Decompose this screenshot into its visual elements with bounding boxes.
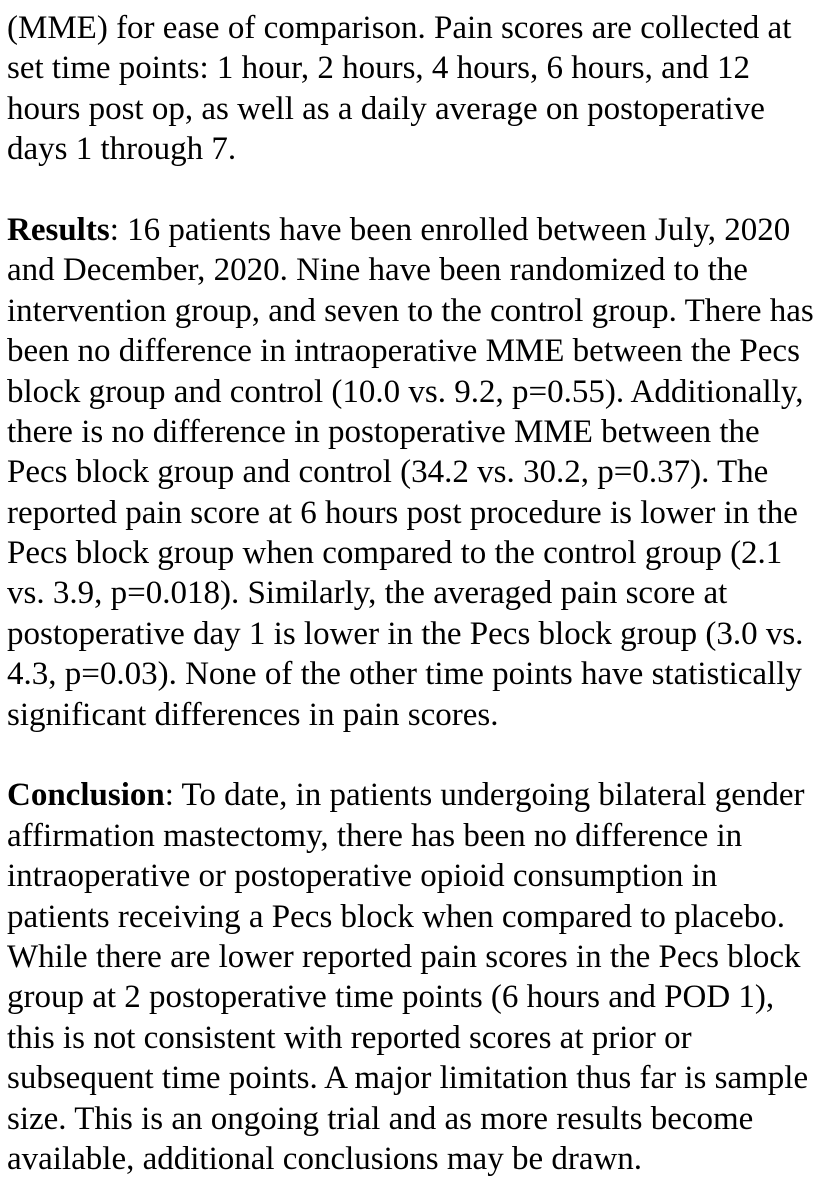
text-line: Pecs block group and control (34.2 vs. 3…: [7, 454, 769, 491]
text-line: days 1 through 7.: [7, 131, 237, 168]
text-line: group at 2 postoperative time points (6 …: [7, 979, 775, 1016]
text-line: significant differences in pain scores.: [7, 696, 499, 733]
text-line: this is not consistent with reported sco…: [7, 1019, 692, 1056]
blank-line: [7, 735, 827, 775]
section-heading: Results: [7, 211, 110, 248]
text-line: block group and control (10.0 vs. 9.2, p…: [7, 373, 804, 410]
text-line: hours post op, as well as a daily averag…: [7, 90, 765, 127]
text-line: set time points: 1 hour, 2 hours, 4 hour…: [7, 50, 750, 87]
text-line: been no difference in intraoperative MME…: [7, 333, 800, 370]
text-line: affirmation mastectomy, there has been n…: [7, 817, 743, 854]
text-line: postoperative day 1 is lower in the Pecs…: [7, 615, 804, 652]
text-line: there is no difference in postoperative …: [7, 413, 760, 450]
text-line: Pecs block group when compared to the co…: [7, 535, 783, 572]
text-line: reported pain score at 6 hours post proc…: [7, 494, 798, 531]
text-line: intraoperative or postoperative opioid c…: [7, 858, 718, 895]
text-line: available, additional conclusions may be…: [7, 1140, 643, 1177]
text-line: While there are lower reported pain scor…: [7, 938, 801, 975]
text-line: patients receiving a Pecs block when com…: [7, 898, 785, 935]
text-line: size. This is an ongoing trial and as mo…: [7, 1100, 754, 1137]
text-line: vs. 3.9, p=0.018). Similarly, the averag…: [7, 575, 728, 612]
text-line: (MME) for ease of comparison. Pain score…: [7, 10, 792, 46]
text-line: intervention group, and seven to the con…: [7, 292, 814, 329]
text-line: subsequent time points. A major limitati…: [7, 1060, 809, 1097]
text-line: Conclusion: To date, in patients undergo…: [7, 777, 805, 814]
abstract-text: (MME) for ease of comparison. Pain score…: [7, 8, 827, 1179]
text-line: and December, 2020. Nine have been rando…: [7, 252, 748, 289]
section-heading: Conclusion: [7, 777, 165, 814]
blank-line: [7, 170, 827, 210]
text-line: 4.3, p=0.03). None of the other time poi…: [7, 656, 802, 693]
text-line: Results: 16 patients have been enrolled …: [7, 211, 791, 248]
